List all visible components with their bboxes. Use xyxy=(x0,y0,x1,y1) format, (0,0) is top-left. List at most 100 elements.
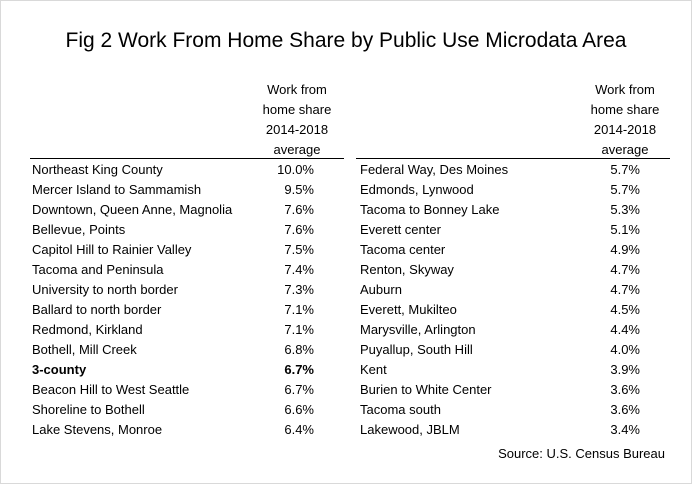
table-row: Downtown, Queen Anne, Magnolia 7.6% xyxy=(32,200,314,220)
right-header-line-4: average xyxy=(601,142,649,157)
right-table: Federal Way, Des Moines 5.7% Edmonds, Lynw… xyxy=(360,160,640,440)
table-row: Redmond, Kirkland 7.1% xyxy=(32,320,314,340)
left-table: Northeast King County 10.0% Mercer Island … xyxy=(32,160,314,440)
table-row: Renton, Skyway 4.7% xyxy=(360,260,640,280)
share-value: 4.4% xyxy=(610,322,640,337)
share-value: 7.1% xyxy=(284,322,314,337)
area-name: Everett center xyxy=(360,222,441,237)
area-name: Northeast King County xyxy=(32,162,163,177)
left-header-line-4: average xyxy=(273,142,321,157)
right-header-line-3: 2014-2018 xyxy=(593,122,657,137)
table-row: Lake Stevens, Monroe 6.4% xyxy=(32,420,314,440)
area-name: Auburn xyxy=(360,282,402,297)
left-header-line-2: home share xyxy=(262,102,332,117)
area-name: Marysville, Arlington xyxy=(360,322,476,337)
table-row: Tacoma center 4.9% xyxy=(360,240,640,260)
table-row: Federal Way, Des Moines 5.7% xyxy=(360,160,640,180)
share-value: 4.5% xyxy=(610,302,640,317)
left-column-header: Work from home share 2014-2018 average xyxy=(252,80,342,160)
left-header-line-1: Work from xyxy=(267,82,327,97)
figure-title: Fig 2 Work From Home Share by Public Use… xyxy=(65,29,627,52)
share-value: 4.7% xyxy=(610,262,640,277)
area-name: 3-county xyxy=(32,362,87,377)
share-value: 4.7% xyxy=(610,282,640,297)
area-name: Edmonds, Lynwood xyxy=(360,182,474,197)
area-name: Lake Stevens, Monroe xyxy=(32,422,163,437)
table-row: Marysville, Arlington 4.4% xyxy=(360,320,640,340)
share-value: 6.6% xyxy=(284,402,314,417)
table-row: Ballard to north border 7.1% xyxy=(32,300,314,320)
area-name: Bothell, Mill Creek xyxy=(32,342,137,357)
table-row: Beacon Hill to West Seattle 6.7% xyxy=(32,380,314,400)
area-name: Everett, Mukilteo xyxy=(360,302,457,317)
area-name: Lakewood, JBLM xyxy=(360,422,460,437)
right-header-line-2: home share xyxy=(590,102,660,117)
share-value: 3.9% xyxy=(610,362,640,377)
table-row: Shoreline to Bothell 6.6% xyxy=(32,400,314,420)
area-name: Redmond, Kirkland xyxy=(32,322,143,337)
table-row: Everett center 5.1% xyxy=(360,220,640,240)
table-row: Auburn 4.7% xyxy=(360,280,640,300)
area-name: Tacoma south xyxy=(360,402,441,417)
share-value: 4.9% xyxy=(610,242,640,257)
area-name: Capitol Hill to Rainier Valley xyxy=(32,242,192,257)
share-value: 7.4% xyxy=(284,262,314,277)
share-value: 7.5% xyxy=(284,242,314,257)
share-value: 5.7% xyxy=(610,182,640,197)
area-name: Tacoma center xyxy=(360,242,446,257)
area-name: Tacoma to Bonney Lake xyxy=(360,202,500,217)
left-header-rule xyxy=(30,158,344,159)
area-name: University to north border xyxy=(32,282,178,297)
table-row: 3-county 6.7% xyxy=(32,360,314,380)
table-row: University to north border 7.3% xyxy=(32,280,314,300)
table-row: Kent 3.9% xyxy=(360,360,640,380)
share-value: 6.8% xyxy=(284,342,314,357)
share-value: 7.1% xyxy=(284,302,314,317)
source-note: Source: U.S. Census Bureau xyxy=(498,446,665,461)
table-row: Puyallup, South Hill 4.0% xyxy=(360,340,640,360)
area-name: Kent xyxy=(360,362,387,377)
area-name: Mercer Island to Sammamish xyxy=(32,182,202,197)
area-name: Tacoma and Peninsula xyxy=(32,262,164,277)
table-row: Bellevue, Points 7.6% xyxy=(32,220,314,240)
table-row: Mercer Island to Sammamish 9.5% xyxy=(32,180,314,200)
area-name: Ballard to north border xyxy=(32,302,162,317)
share-value: 5.3% xyxy=(610,202,640,217)
table-row: Everett, Mukilteo 4.5% xyxy=(360,300,640,320)
area-name: Burien to White Center xyxy=(360,382,492,397)
share-value: 5.7% xyxy=(610,162,640,177)
share-value: 7.6% xyxy=(284,202,314,217)
table-row: Northeast King County 10.0% xyxy=(32,160,314,180)
share-value: 3.6% xyxy=(610,402,640,417)
share-value: 5.1% xyxy=(610,222,640,237)
table-row: Edmonds, Lynwood 5.7% xyxy=(360,180,640,200)
share-value: 3.4% xyxy=(610,422,640,437)
share-value: 6.7% xyxy=(284,362,314,377)
area-name: Renton, Skyway xyxy=(360,262,454,277)
share-value: 6.7% xyxy=(284,382,314,397)
area-name: Bellevue, Points xyxy=(32,222,126,237)
area-name: Puyallup, South Hill xyxy=(360,342,473,357)
right-header-rule xyxy=(356,158,670,159)
table-row: Capitol Hill to Rainier Valley 7.5% xyxy=(32,240,314,260)
table-row: Lakewood, JBLM 3.4% xyxy=(360,420,640,440)
table-row: Tacoma and Peninsula 7.4% xyxy=(32,260,314,280)
area-name: Shoreline to Bothell xyxy=(32,402,145,417)
table-row: Tacoma to Bonney Lake 5.3% xyxy=(360,200,640,220)
share-value: 4.0% xyxy=(610,342,640,357)
right-column-header: Work from home share 2014-2018 average xyxy=(580,80,670,160)
table-row: Burien to White Center 3.6% xyxy=(360,380,640,400)
right-header-line-1: Work from xyxy=(595,82,655,97)
share-value: 10.0% xyxy=(277,162,314,177)
share-value: 7.6% xyxy=(284,222,314,237)
left-header-line-3: 2014-2018 xyxy=(265,122,329,137)
share-value: 6.4% xyxy=(284,422,314,437)
table-row: Tacoma south 3.6% xyxy=(360,400,640,420)
area-name: Beacon Hill to West Seattle xyxy=(32,382,190,397)
area-name: Downtown, Queen Anne, Magnolia xyxy=(32,202,233,217)
share-value: 9.5% xyxy=(284,182,314,197)
table-row: Bothell, Mill Creek 6.8% xyxy=(32,340,314,360)
area-name: Federal Way, Des Moines xyxy=(360,162,509,177)
share-value: 3.6% xyxy=(610,382,640,397)
share-value: 7.3% xyxy=(284,282,314,297)
